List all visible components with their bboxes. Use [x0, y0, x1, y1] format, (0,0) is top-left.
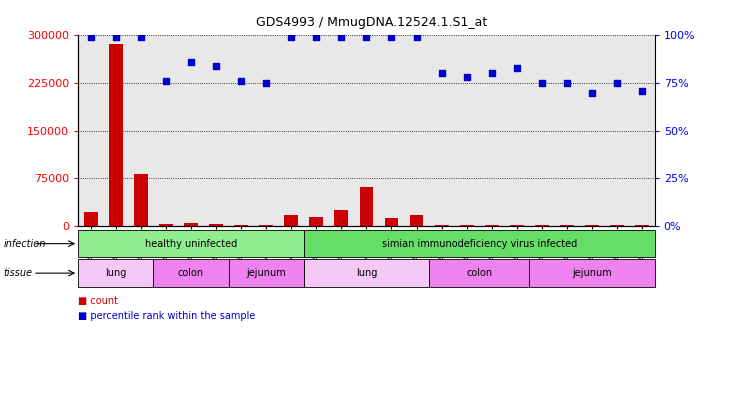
Text: lung: lung [105, 268, 126, 278]
Bar [510, 225, 524, 226]
Bar [134, 174, 148, 226]
Point [110, 34, 122, 40]
Bar [209, 224, 223, 226]
Text: colon: colon [178, 268, 204, 278]
Point [285, 34, 297, 40]
Bar [329, 35, 354, 226]
Bar [530, 35, 554, 226]
Bar [585, 225, 599, 226]
Text: tissue: tissue [4, 268, 33, 278]
Bar [78, 35, 103, 226]
Bar [254, 35, 279, 226]
Bar [304, 35, 329, 226]
Text: GDS4993 / MmugDNA.12524.1.S1_at: GDS4993 / MmugDNA.12524.1.S1_at [257, 16, 487, 29]
Bar [605, 35, 629, 226]
Bar [159, 224, 173, 226]
Text: healthy uninfected: healthy uninfected [145, 239, 237, 249]
Bar [179, 35, 203, 226]
Text: simian immunodeficiency virus infected: simian immunodeficiency virus infected [382, 239, 577, 249]
Point [511, 64, 523, 71]
Bar [103, 35, 128, 226]
Bar [259, 225, 273, 226]
Bar [304, 259, 429, 287]
Bar [554, 35, 580, 226]
Point [586, 90, 598, 96]
Text: jejunum: jejunum [246, 268, 286, 278]
Bar [228, 35, 254, 226]
Bar [610, 225, 624, 226]
Bar [153, 35, 179, 226]
Bar [109, 44, 123, 226]
Text: ■ count: ■ count [78, 296, 118, 306]
Bar [479, 35, 504, 226]
Point [461, 74, 472, 81]
Bar [184, 223, 198, 226]
Point [611, 80, 623, 86]
Point [185, 59, 197, 65]
Bar [310, 217, 323, 226]
Point [310, 34, 322, 40]
Bar [580, 35, 605, 226]
Bar [78, 259, 153, 287]
Text: ■ percentile rank within the sample: ■ percentile rank within the sample [78, 310, 255, 321]
Point [235, 78, 247, 84]
Bar [203, 35, 228, 226]
Bar [504, 35, 530, 226]
Bar [84, 212, 97, 226]
Bar [454, 35, 479, 226]
Point [361, 34, 373, 40]
Point [260, 80, 272, 86]
Bar [335, 210, 348, 226]
Bar [429, 35, 454, 226]
Bar [635, 225, 649, 226]
Point [636, 88, 648, 94]
Bar [379, 35, 404, 226]
Bar [434, 225, 449, 226]
Text: infection: infection [4, 239, 46, 249]
Bar [78, 230, 304, 257]
Point [160, 78, 172, 84]
Point [385, 34, 397, 40]
Text: lung: lung [356, 268, 377, 278]
Bar [354, 35, 379, 226]
Bar [279, 35, 304, 226]
Bar [460, 225, 474, 226]
Point [486, 70, 498, 77]
Bar [530, 259, 655, 287]
Point [135, 34, 147, 40]
Bar [404, 35, 429, 226]
Bar [153, 259, 228, 287]
Point [210, 63, 222, 69]
Bar [485, 225, 498, 226]
Text: colon: colon [466, 268, 493, 278]
Bar [284, 215, 298, 226]
Point [411, 34, 423, 40]
Point [85, 34, 97, 40]
Bar [304, 230, 655, 257]
Bar [359, 187, 373, 226]
Bar [410, 215, 423, 226]
Bar [535, 225, 549, 226]
Bar [228, 259, 304, 287]
Point [436, 70, 448, 77]
Bar [234, 225, 248, 226]
Bar [629, 35, 655, 226]
Point [536, 80, 548, 86]
Bar [429, 259, 530, 287]
Point [336, 34, 347, 40]
Bar [560, 225, 574, 226]
Text: jejunum: jejunum [572, 268, 612, 278]
Bar [385, 219, 398, 226]
Bar [128, 35, 153, 226]
Point [561, 80, 573, 86]
